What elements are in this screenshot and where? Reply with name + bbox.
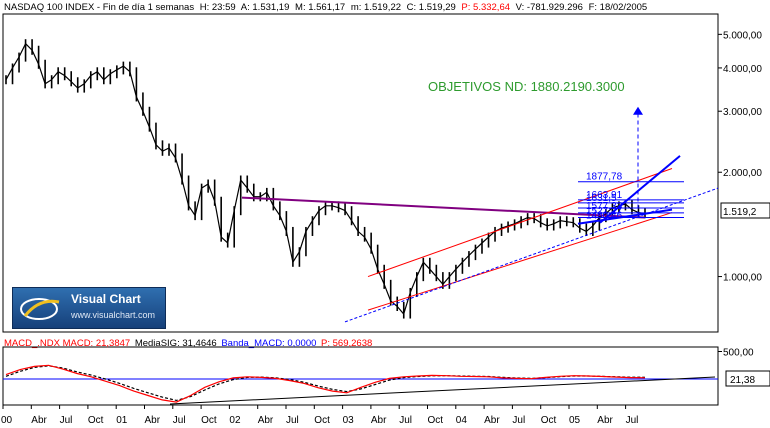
x-tick-label: Abr [484,415,500,426]
price-ytick-label: 5.000,00 [723,30,762,41]
logo-name: Visual Chart [71,292,141,306]
price-ytick-label: 1.000,00 [723,273,762,284]
x-tick-label: Jul [173,415,186,426]
x-tick-label: Abr [597,415,613,426]
price-panel [2,13,719,333]
x-tick-label: Jul [626,415,639,426]
price-ytick-label: 4.000,00 [723,64,762,75]
band-label: Banda_MACD: 0,0000 [221,338,317,349]
price-ytick-label: 2.000,00 [723,168,762,179]
y-axis: 1.000,00 2.000,00 3.000,00 4.000,00 5.000,00… [718,30,762,359]
macd-last-label: 21,38 [730,375,755,386]
macd-ytick-label: 500,00 [723,348,754,359]
trend-short [577,208,673,225]
header-a: A: 1.531,19 [240,2,290,13]
trend-dashed [344,187,719,323]
header-vol: V: -781.929.296 [515,2,583,13]
macd-panel [2,346,719,406]
macd-last-box [725,370,770,387]
last-price-box [720,202,770,219]
macd-p-label: P: 569,2638 [321,338,373,349]
price-ytick-label: 3.000,00 [723,107,762,118]
target-arrow-head [633,106,643,115]
x-tick-label: Oct [541,415,557,426]
fib-label: 1631,5 [586,193,617,204]
header-p: P: 5.332,64 [461,2,511,13]
x-tick-label: Oct [314,415,330,426]
last-price-label: 1.519,2 [723,207,757,218]
x-tick-label: 03 [343,415,355,426]
x-tick-label: 05 [569,415,581,426]
x-tick-label: Abr [31,415,47,426]
fib-label: 1877,78 [586,172,623,183]
chart-overlays: 1877,78 1663,911631,51577,331527,271480,4… [241,106,719,323]
price-line [5,42,646,316]
header-m: M: 1.561,17 [295,2,346,13]
fib-label: 1577,33 [586,201,623,212]
header-high: H: 23:59 [199,2,236,13]
x-tick-label: Jul [399,415,412,426]
resistance-line [241,196,646,219]
x-tick-label: 01 [116,415,128,426]
logo-swoosh-icon [20,298,60,320]
macd-header: MACD_.NDX MACD: 21,3847 MediaSIG: 31,464… [4,338,374,349]
x-tick-label: Oct [428,415,444,426]
channel-lower [367,212,673,311]
x-tick-label: Jul [286,415,299,426]
logo-url: www.visualchart.com [71,310,156,320]
x-tick-label: 04 [456,415,468,426]
x-tick-label: Abr [371,415,387,426]
x-tick-label: 02 [229,415,241,426]
x-tick-label: Jul [512,415,525,426]
price-header: NASDAQ 100 INDEX - Fin de día 1 semanas … [4,2,650,13]
fib-label: 1527,27 [586,206,623,217]
x-axis: 00 Abr Jul Oct 01 Abr Jul Oct 02 Abr Jul Oct 03 Abr Ju… [1,405,638,426]
x-tick-label: Jul [60,415,73,426]
x-tick-label: Abr [145,415,161,426]
target-objectives: OBJETIVOS ND: 1880.2190.3000 [428,79,625,94]
macd-frame [2,346,719,406]
macd-line [5,364,646,403]
x-tick-label: Oct [201,415,217,426]
trend-steep [599,155,681,224]
visual-chart-logo: Visual Chart www.visualchart.com [12,287,166,329]
header-close: C: 1.519,29 [406,2,456,13]
x-tick-label: Oct [88,415,104,426]
fib-label: 1663,91 [586,190,623,201]
x-tick-label: Abr [258,415,274,426]
header-symbol: NASDAQ 100 INDEX - Fin de día 1 semanas [4,2,195,13]
x-tick-label: 00 [1,415,13,426]
fib-label: 1480,46 [586,211,623,222]
macd-label: MACD_.NDX MACD: 21,3847 [4,338,131,349]
signal-label: MediaSIG: 31,4646 [134,338,217,349]
channel-upper [367,168,673,278]
macd-trendline [169,376,716,405]
header-min: m: 1.519,22 [350,2,402,13]
header-date: F: 18/02/2005 [588,2,648,13]
